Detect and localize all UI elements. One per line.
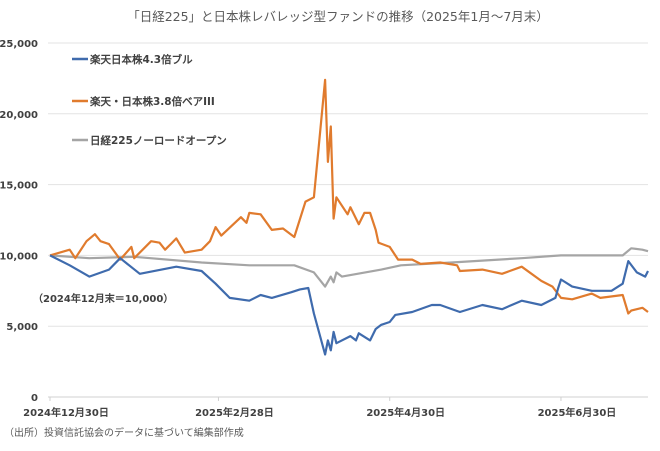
y-tick-label: 0 xyxy=(31,393,38,404)
source-note: （出所）投資信託協会のデータに基づいて編集部作成 xyxy=(4,426,244,439)
series-lines xyxy=(49,78,649,356)
y-tick-label: 20,000 xyxy=(0,110,38,121)
x-tick-label: 2024年12月30日 xyxy=(23,406,109,419)
x-tick-label: 2025年6月30日 xyxy=(538,406,617,419)
y-tick-label: 10,000 xyxy=(0,251,38,262)
y-tick-label: 25,000 xyxy=(0,39,38,50)
legend-label-0: 楽天日本株4.3倍ブル xyxy=(89,53,193,66)
x-tick-label: 2025年4月30日 xyxy=(366,406,445,419)
series-line-2 xyxy=(49,247,649,288)
legend-label-1: 楽天・日本株3.8倍ベアIII xyxy=(89,95,215,108)
y-tick-label: 15,000 xyxy=(0,181,38,192)
y-axis-ticks: 0 5,000 10,000 15,000 20,000 25,000 xyxy=(0,39,38,404)
series-line-0 xyxy=(49,254,649,356)
gridlines xyxy=(48,42,648,398)
x-tick-label: 2025年2月28日 xyxy=(195,406,274,419)
series-line-1 xyxy=(49,78,649,315)
chart-title: 「日経225」と日本株レバレッジ型ファンドの推移（2025年1月～7月末） xyxy=(127,9,549,24)
y-tick-label: 5,000 xyxy=(6,322,38,333)
baseline-annotation: （2024年12月末＝10,000） xyxy=(33,292,173,305)
x-axis-ticks: 2024年12月30日 2025年2月28日 2025年4月30日 2025年6月30… xyxy=(23,397,616,419)
legend-label-2: 日経225ノーロードオープン xyxy=(90,134,227,147)
